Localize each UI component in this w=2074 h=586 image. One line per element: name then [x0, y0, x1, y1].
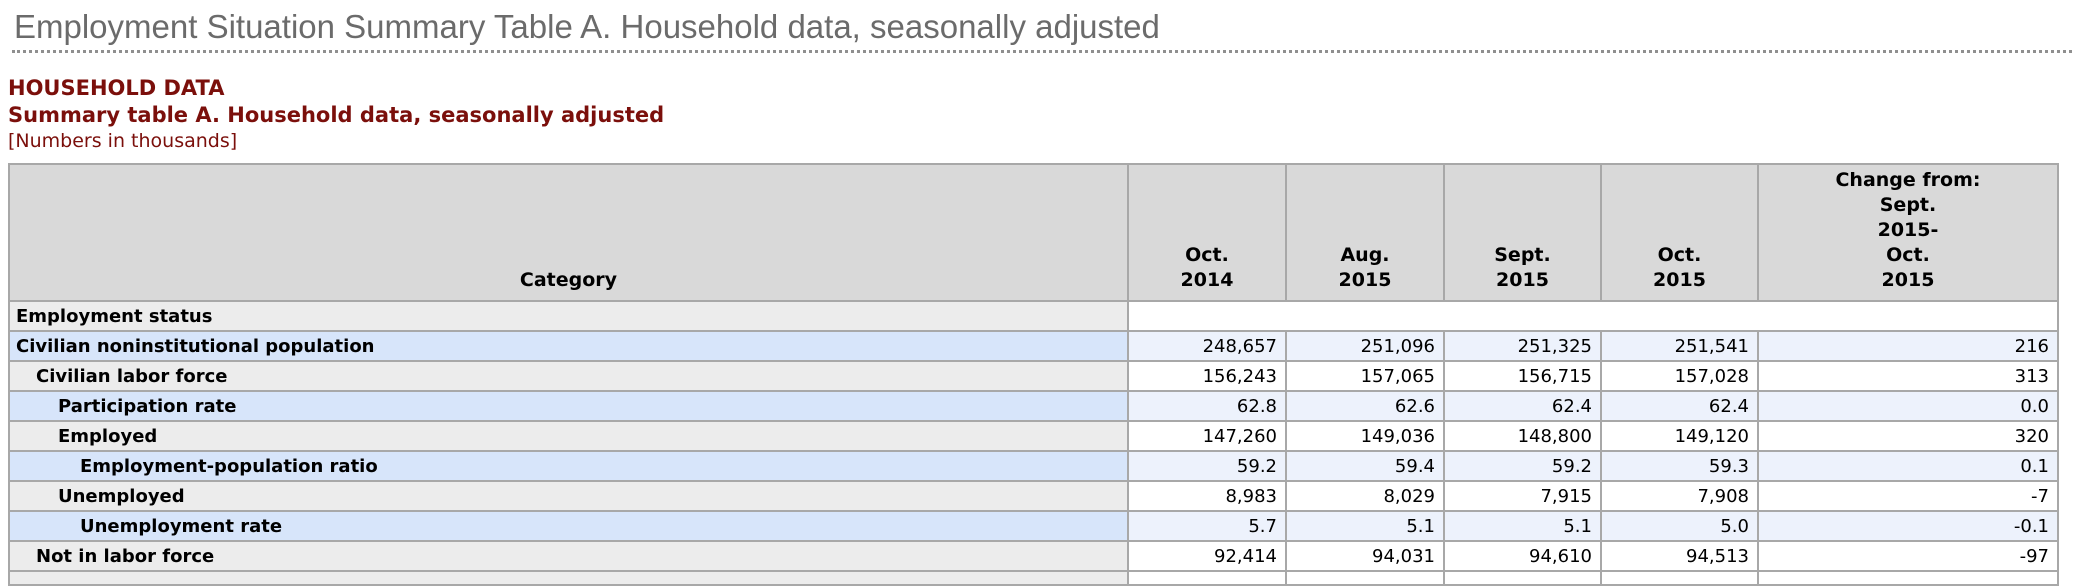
value-cell: 7,915 — [1443, 480, 1602, 512]
value-cell: -7 — [1757, 480, 2059, 512]
value-cell: 5.1 — [1443, 510, 1602, 542]
category-column-header: Category — [8, 163, 1129, 302]
section-subheading: Summary table A. Household data, seasona… — [8, 103, 665, 127]
column-header-sept-2015: Sept. 2015 — [1443, 163, 1602, 302]
value-cell: 251,325 — [1443, 330, 1602, 362]
column-header-line: 2015 — [1881, 269, 1935, 291]
value-cell: 62.6 — [1285, 390, 1445, 422]
value-cell — [1600, 570, 1759, 586]
category-cell: Not in labor force — [8, 540, 1129, 572]
value-cell: 248,657 — [1127, 330, 1287, 362]
column-header-aug-2015: Aug. 2015 — [1285, 163, 1445, 302]
household-summary-table: Category Oct. 2014 Aug. 2015 Sept. 2015 Oct. 20… — [8, 163, 2059, 586]
section-heading: HOUSEHOLD DATA — [8, 76, 225, 100]
value-cell: 156,243 — [1127, 360, 1287, 392]
value-cell: 320 — [1757, 420, 2059, 452]
column-header-line: Change from: — [1835, 169, 1981, 191]
table-row: Not in labor force 92,414 94,031 94,610 94,5… — [8, 540, 2059, 572]
category-cell — [8, 570, 1129, 586]
table-row: Unemployment rate 5.7 5.1 5.1 5.0 -0.1 — [8, 510, 2059, 542]
value-cell: 62.8 — [1127, 390, 1287, 422]
value-cell: 8,029 — [1285, 480, 1445, 512]
value-cell: 94,031 — [1285, 540, 1445, 572]
table-row — [8, 570, 2059, 586]
value-cell: 251,096 — [1285, 330, 1445, 362]
value-cell: 92,414 — [1127, 540, 1287, 572]
column-header-line: 2015 — [1496, 269, 1549, 291]
category-cell: Employment status — [8, 300, 1129, 332]
value-cell: 149,036 — [1285, 420, 1445, 452]
value-cell: 0.0 — [1757, 390, 2059, 422]
value-cell: 8,983 — [1127, 480, 1287, 512]
value-cell: 59.4 — [1285, 450, 1445, 482]
value-cell: 94,610 — [1443, 540, 1602, 572]
value-cell: 7,908 — [1600, 480, 1759, 512]
value-cell: 0.1 — [1757, 450, 2059, 482]
value-cell — [1757, 570, 2059, 586]
column-header-line: Oct. — [1886, 244, 1930, 266]
category-cell: Civilian noninstitutional population — [8, 330, 1129, 362]
value-cell: 148,800 — [1443, 420, 1602, 452]
value-cell: 94,513 — [1600, 540, 1759, 572]
value-cell: 216 — [1757, 330, 2059, 362]
table-row: Employed 147,260 149,036 148,800 149,120 320 — [8, 420, 2059, 452]
units-note: [Numbers in thousands] — [8, 130, 238, 152]
empty-data-cell — [1127, 300, 2059, 332]
table-header-row: Category Oct. 2014 Aug. 2015 Sept. 2015 Oct. 20… — [8, 163, 2059, 302]
column-header-line: 2014 — [1180, 269, 1234, 291]
value-cell: 59.2 — [1127, 450, 1287, 482]
value-cell: 5.1 — [1285, 510, 1445, 542]
value-cell: 149,120 — [1600, 420, 1759, 452]
column-header-line: Aug. — [1340, 244, 1390, 266]
column-header-line: 2015- — [1877, 219, 1939, 241]
value-cell: 59.3 — [1600, 450, 1759, 482]
category-cell: Civilian labor force — [8, 360, 1129, 392]
value-cell: 5.7 — [1127, 510, 1287, 542]
value-cell — [1443, 570, 1602, 586]
column-header-oct-2014: Oct. 2014 — [1127, 163, 1287, 302]
table-row: Employment status — [8, 300, 2059, 332]
value-cell: 147,260 — [1127, 420, 1287, 452]
table-row: Civilian labor force 156,243 157,065 156,71… — [8, 360, 2059, 392]
table-row: Participation rate 62.8 62.6 62.4 62.4 0.0 — [8, 390, 2059, 422]
value-cell: 62.4 — [1600, 390, 1759, 422]
table-row: Civilian noninstitutional population 248,… — [8, 330, 2059, 362]
value-cell — [1285, 570, 1445, 586]
value-cell: 62.4 — [1443, 390, 1602, 422]
value-cell: -97 — [1757, 540, 2059, 572]
column-header-line: Sept. — [1494, 244, 1551, 266]
value-cell: 59.2 — [1443, 450, 1602, 482]
value-cell: 251,541 — [1600, 330, 1759, 362]
column-header-change-from-sept-2015-oct-2015: Change from: Sept. 2015- Oct. 2015 — [1757, 163, 2059, 302]
table-row: Employment-population ratio 59.2 59.4 59.2 5… — [8, 450, 2059, 482]
column-header-line: Oct. — [1185, 244, 1229, 266]
category-cell: Unemployment rate — [8, 510, 1129, 542]
column-header-oct-2015: Oct. 2015 — [1600, 163, 1759, 302]
value-cell: 156,715 — [1443, 360, 1602, 392]
column-header-line: Sept. — [1879, 194, 1937, 216]
value-cell: 157,028 — [1600, 360, 1759, 392]
category-cell: Employment-population ratio — [8, 450, 1129, 482]
category-cell: Unemployed — [8, 480, 1129, 512]
title-divider — [12, 50, 2072, 53]
value-cell: -0.1 — [1757, 510, 2059, 542]
value-cell: 313 — [1757, 360, 2059, 392]
value-cell: 5.0 — [1600, 510, 1759, 542]
page-title: Employment Situation Summary Table A. Ho… — [14, 8, 1160, 45]
table-row: Unemployed 8,983 8,029 7,915 7,908 -7 — [8, 480, 2059, 512]
value-cell — [1127, 570, 1287, 586]
value-cell: 157,065 — [1285, 360, 1445, 392]
category-cell: Employed — [8, 420, 1129, 452]
section-headings: HOUSEHOLD DATA Summary table A. Househol… — [8, 75, 2074, 153]
column-header-line: 2015 — [1338, 269, 1392, 291]
category-cell: Participation rate — [8, 390, 1129, 422]
column-header-line: 2015 — [1653, 269, 1706, 291]
column-header-line: Oct. — [1657, 244, 1702, 266]
